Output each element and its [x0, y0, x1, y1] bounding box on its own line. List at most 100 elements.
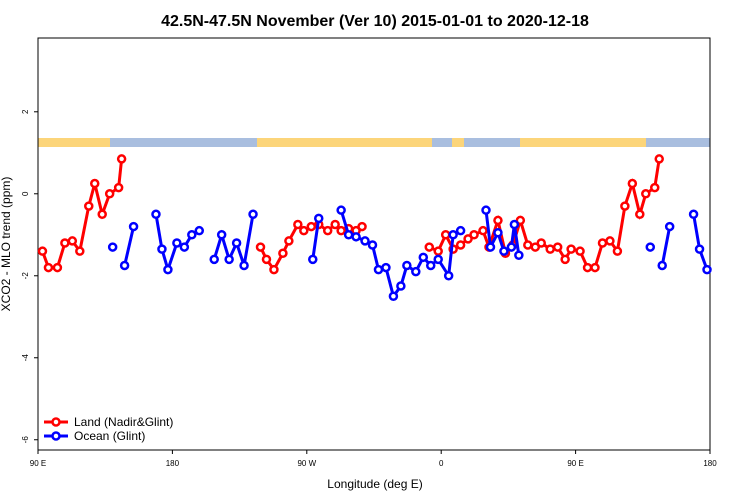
data-point — [448, 230, 458, 240]
data-point — [248, 209, 258, 220]
data-point — [343, 230, 354, 240]
data-point — [509, 219, 520, 230]
data-point — [552, 242, 563, 252]
data-point — [306, 221, 317, 232]
data-point — [179, 242, 190, 252]
data-point — [357, 221, 367, 232]
x-tick-label: 90 E — [30, 459, 46, 468]
data-point — [299, 225, 309, 236]
data-point — [157, 244, 167, 254]
data-point — [575, 246, 585, 256]
data-point — [493, 227, 503, 238]
data-point — [455, 225, 466, 236]
data-point — [67, 236, 78, 246]
data-point — [52, 262, 63, 273]
y-tick-label: 0 — [21, 191, 30, 196]
data-point — [336, 205, 346, 215]
data-point — [119, 260, 130, 271]
data-point — [702, 264, 712, 275]
legend-marker — [51, 431, 61, 441]
data-point — [463, 234, 473, 244]
data-point — [231, 238, 242, 248]
data-point — [151, 209, 161, 220]
chart-title: 42.5N-47.5N November (Ver 10) 2015-01-01… — [161, 13, 589, 30]
series-line — [41, 158, 661, 273]
x-tick-label: 180 — [166, 459, 180, 468]
data-point — [261, 254, 272, 265]
data-point — [582, 262, 593, 273]
data-point — [128, 221, 139, 232]
data-point — [493, 215, 503, 226]
data-point — [224, 254, 234, 265]
x-tick-label: 90 E — [567, 459, 583, 468]
data-point — [116, 154, 127, 164]
data-point — [597, 238, 608, 248]
x-tick-label: 90 W — [297, 459, 316, 468]
data-point — [360, 236, 370, 246]
data-point — [209, 254, 219, 265]
data-point — [89, 178, 100, 189]
data-point — [381, 262, 391, 273]
data-point — [113, 182, 124, 193]
data-point — [97, 209, 107, 220]
y-tick-label: -6 — [21, 436, 30, 444]
x-axis-label: Longitude (deg E) — [327, 477, 422, 491]
data-point — [194, 225, 205, 236]
data-point — [367, 240, 378, 250]
data-point — [649, 182, 660, 193]
y-tick-label: -2 — [21, 272, 30, 280]
y-axis-label: XCO2 - MLO trend (ppm) — [0, 177, 13, 312]
data-point — [455, 240, 466, 250]
data-point — [313, 213, 324, 224]
plot-frame — [37, 37, 711, 451]
data-point — [293, 219, 303, 230]
data-point — [278, 248, 288, 258]
legend-marker — [51, 417, 61, 427]
data-point — [645, 242, 656, 252]
data-point — [425, 260, 436, 271]
x-tick-label: 180 — [703, 459, 717, 468]
data-point — [351, 232, 361, 242]
data-point — [402, 260, 412, 271]
x-tick-label: 0 — [439, 459, 444, 468]
data-point — [657, 260, 667, 271]
data-point — [308, 254, 318, 265]
data-point — [688, 209, 699, 220]
data-point — [654, 154, 664, 164]
data-point — [481, 205, 491, 215]
data-point — [515, 215, 526, 226]
data-point — [664, 221, 675, 232]
data-point — [388, 291, 399, 302]
data-point — [418, 252, 429, 263]
data-point — [60, 238, 70, 248]
data-point — [560, 254, 570, 265]
data-point — [255, 242, 266, 252]
data-point — [216, 230, 227, 240]
data-point — [545, 244, 555, 254]
legend-label: Land (Nadir&Glint) — [74, 415, 173, 429]
data-point — [172, 238, 182, 248]
data-point — [424, 242, 435, 252]
data-point — [336, 225, 346, 236]
data-point — [107, 242, 118, 252]
data-point — [75, 246, 85, 256]
data-point — [443, 271, 454, 281]
data-point — [163, 264, 173, 275]
data-point — [187, 230, 197, 240]
data-point — [627, 178, 638, 189]
data-point — [499, 246, 509, 256]
data-point — [322, 225, 333, 236]
data-point — [330, 219, 340, 230]
land-ocean-strip — [38, 138, 710, 147]
data-point — [104, 189, 115, 199]
data-point — [694, 244, 705, 254]
data-point — [605, 236, 615, 246]
data-point — [506, 242, 517, 252]
data-point — [37, 246, 48, 256]
data-point — [478, 225, 488, 236]
data-point — [485, 242, 496, 252]
data-point — [514, 250, 524, 261]
data-point — [590, 262, 600, 273]
data-point — [84, 201, 94, 211]
